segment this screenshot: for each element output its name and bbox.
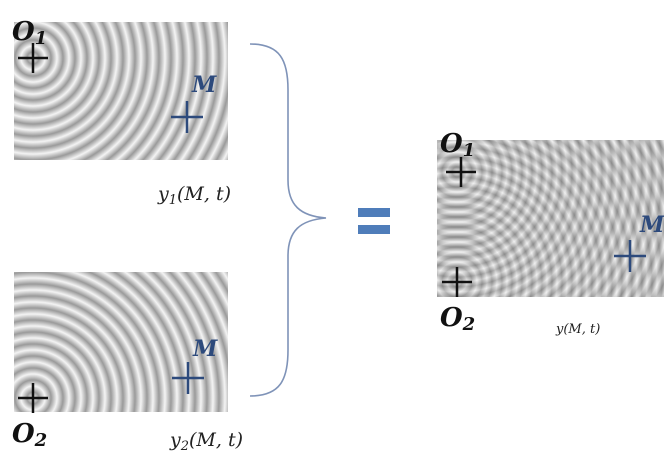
- subscript: 1: [169, 193, 177, 208]
- argument: (M, t): [189, 429, 243, 451]
- source-label: O2: [12, 419, 47, 451]
- subscript: 1: [463, 140, 476, 161]
- wave-panel: [14, 22, 228, 160]
- subscript: 1: [35, 28, 48, 49]
- point-cross: [171, 101, 203, 133]
- point-cross: [614, 240, 646, 272]
- symbol: O: [12, 17, 35, 47]
- source-cross: [442, 267, 472, 297]
- wave-panel: [14, 272, 228, 412]
- symbol: y: [555, 322, 564, 337]
- symbol: O: [440, 129, 463, 159]
- wave-label: y2(M, t): [169, 429, 243, 453]
- subscript: 2: [462, 314, 476, 335]
- source-label: O1: [440, 129, 475, 161]
- symbol: O: [440, 303, 463, 333]
- source-cross: [18, 43, 48, 73]
- subscript: 2: [34, 430, 48, 451]
- source-cross: [18, 383, 48, 413]
- point-cross: [172, 362, 204, 394]
- equals-bar: [358, 208, 390, 217]
- source-cross: [446, 157, 476, 187]
- wave-label: y(M, t): [555, 322, 600, 337]
- point-label: M: [639, 212, 664, 238]
- wave-overlay: [437, 140, 664, 297]
- source-label: O1: [12, 17, 47, 49]
- symbol: y: [157, 183, 169, 205]
- argument: (M, t): [563, 322, 600, 337]
- source-label: O2: [440, 303, 475, 335]
- wave-label: y1(M, t): [157, 183, 231, 208]
- brace: [249, 43, 327, 397]
- symbol: O: [12, 419, 35, 449]
- equals-bar: [358, 225, 390, 234]
- point-label: M: [191, 72, 217, 98]
- point-label: M: [192, 336, 218, 362]
- subscript: 2: [180, 439, 189, 453]
- argument: (M, t): [177, 183, 231, 205]
- symbol: y: [169, 429, 181, 451]
